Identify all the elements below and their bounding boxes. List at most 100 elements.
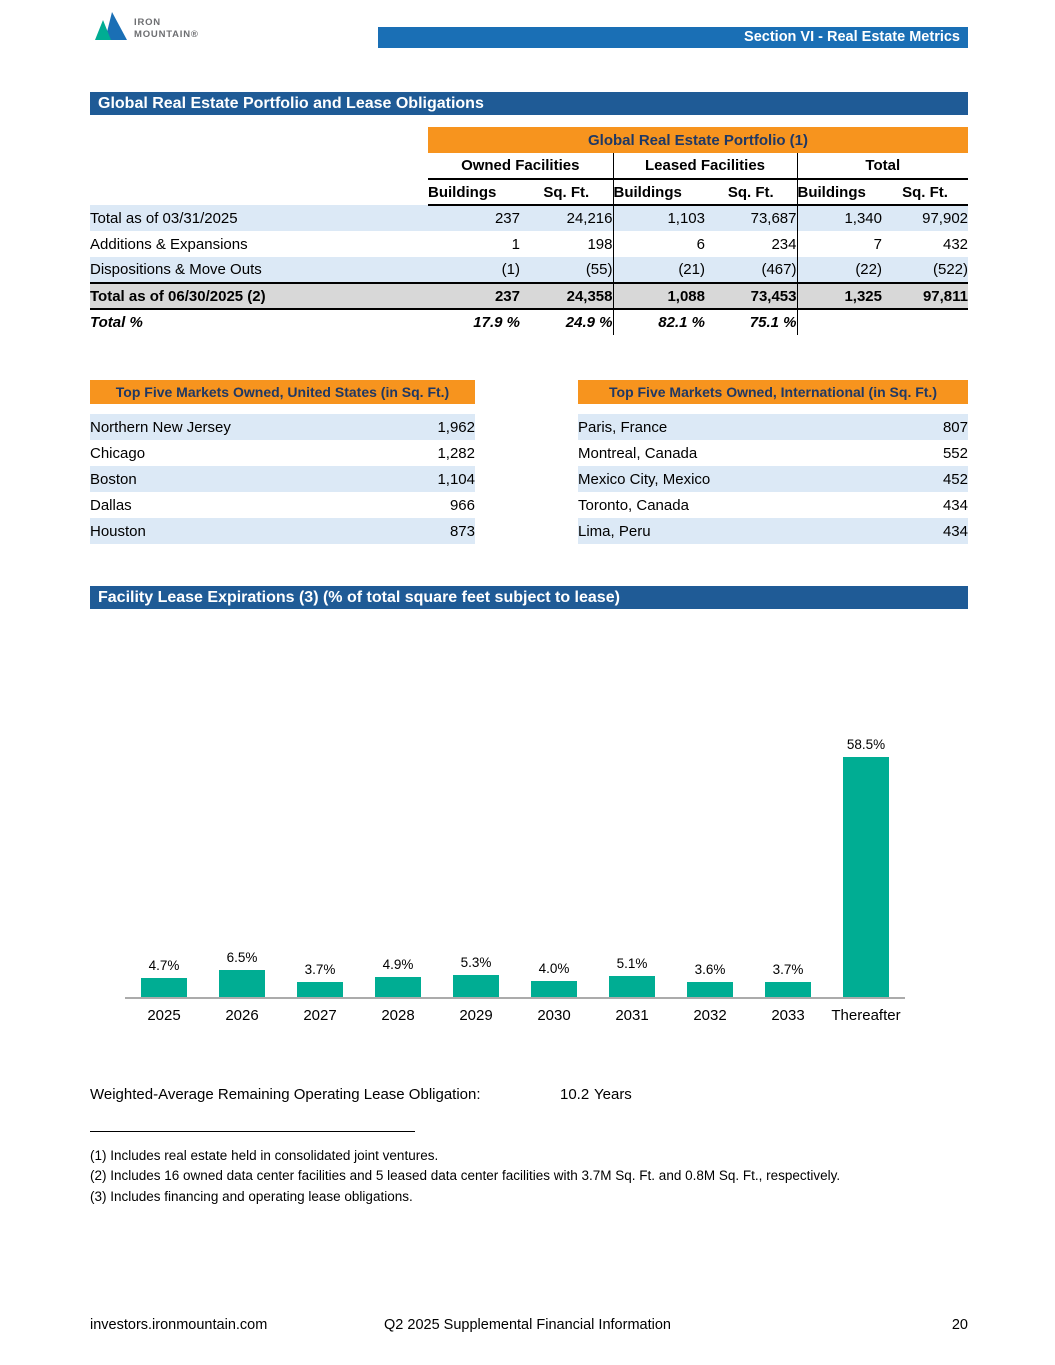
list-item: Dallas 966 xyxy=(90,492,475,518)
bar-value-label: 5.3% xyxy=(460,955,492,970)
cell-leased-sqft: 73,687 xyxy=(705,205,798,231)
table-row-total: Total as of 06/30/2025 (2) 237 24,358 1,… xyxy=(90,282,969,310)
cell-leased-buildings: 1,088 xyxy=(613,282,705,310)
cell-total-buildings: 7 xyxy=(873,235,882,253)
bar-value-label: 4.7% xyxy=(148,958,180,973)
top-markets-section: Top Five Markets Owned, United States (i… xyxy=(90,380,968,544)
bar-group: 4.9% xyxy=(359,957,437,997)
market-intl-header: Top Five Markets Owned, International (i… xyxy=(578,380,968,404)
x-axis-category: 2033 xyxy=(771,1007,805,1024)
subheader-buildings: Buildings xyxy=(428,179,520,206)
bar xyxy=(765,982,811,997)
market-name: Toronto, Canada xyxy=(578,496,689,514)
list-item: Paris, France 807 xyxy=(578,414,968,440)
market-value: 552 xyxy=(942,444,968,462)
subheader-sqft: Sq. Ft. xyxy=(520,179,614,206)
bar-value-label: 3.7% xyxy=(772,962,804,977)
cell-owned-buildings: 237 xyxy=(428,282,520,310)
cell-leased-buildings: 1,103 xyxy=(613,205,705,231)
footnote-1: (1) Includes real estate held in consoli… xyxy=(90,1148,439,1163)
weighted-average-label: Weighted-Average Remaining Operating Lea… xyxy=(90,1086,481,1103)
x-axis-category: 2028 xyxy=(381,1007,415,1024)
bar xyxy=(141,978,187,997)
bar xyxy=(843,757,889,997)
portfolio-section-title: Global Real Estate Portfolio and Lease O… xyxy=(90,92,968,115)
x-axis-category: 2029 xyxy=(459,1007,493,1024)
table-row-total-pct: Total % 17.9 % 24.9 % 82.1 % 75.1 % xyxy=(90,309,968,335)
market-value: 1,282 xyxy=(437,444,475,462)
bar-group: 3.7% xyxy=(749,962,827,997)
bar-group: 4.0% xyxy=(515,961,593,997)
market-name: Lima, Peru xyxy=(578,518,883,544)
bar xyxy=(453,975,499,997)
mountain-logo-icon xyxy=(95,12,127,45)
blank-cell xyxy=(90,127,428,153)
market-us-header: Top Five Markets Owned, United States (i… xyxy=(90,380,475,404)
group-owned: Owned Facilities xyxy=(428,153,614,180)
bar-group: 3.7% xyxy=(281,962,359,997)
market-name: Boston xyxy=(90,466,390,492)
lease-expiration-chart-plot: 4.7% 6.5% 3.7% 4.9% 5.3% 4.0% 5.1% 3.6% 3.7% 58.5… xyxy=(125,627,905,999)
cell-total-sqft xyxy=(882,309,968,335)
market-value: 1,104 xyxy=(390,466,475,492)
bar-group: 5.1% xyxy=(593,956,671,997)
cell-total-sqft: (522) xyxy=(882,257,969,283)
bar-group: 58.5% xyxy=(827,737,905,997)
cell-leased-sqft: 75.1 % xyxy=(705,309,798,335)
market-us-rows: Northern New Jersey 1,962 Chicago 1,282 … xyxy=(90,414,475,544)
list-item: Montreal, Canada 552 xyxy=(578,440,968,466)
market-value: 873 xyxy=(390,518,475,544)
list-item: Toronto, Canada 434 xyxy=(578,492,968,518)
bar-value-label: 4.9% xyxy=(382,957,414,972)
weighted-average-row: Weighted-Average Remaining Operating Lea… xyxy=(90,1086,968,1103)
cell-leased-sqft: 73,453 xyxy=(705,282,798,310)
weighted-average-value: 10.2 xyxy=(560,1086,590,1103)
row-label: Total as of 06/30/2025 (2) xyxy=(90,282,428,310)
group-leased: Leased Facilities xyxy=(613,153,798,180)
market-name: Montreal, Canada xyxy=(578,444,698,462)
bar xyxy=(609,976,655,997)
row-label: Additions & Expansions xyxy=(90,235,248,253)
list-item: Mexico City, Mexico 452 xyxy=(578,466,968,492)
market-value: 1,962 xyxy=(390,414,475,440)
cell-leased-buildings: 6 xyxy=(696,235,705,253)
blank-cell xyxy=(90,179,428,205)
market-value: 966 xyxy=(449,496,475,514)
x-axis-category: Thereafter xyxy=(831,1007,901,1024)
cell-total-buildings: 1,340 xyxy=(797,205,882,231)
footnote-separator xyxy=(90,1131,415,1132)
lease-expiration-chart: 4.7% 6.5% 3.7% 4.9% 5.3% 4.0% 5.1% 3.6% 3.7% 58.5… xyxy=(90,627,968,1024)
group-header-row: Owned Facilities Leased Facilities Total xyxy=(90,153,969,180)
list-item: Boston 1,104 xyxy=(90,466,475,492)
x-axis-category: 2030 xyxy=(537,1007,571,1024)
cell-owned-buildings: (1) xyxy=(428,257,520,283)
cell-total-buildings xyxy=(797,309,882,335)
list-item: Northern New Jersey 1,962 xyxy=(90,414,475,440)
bar-value-label: 4.0% xyxy=(538,961,570,976)
blank-cell xyxy=(90,153,428,179)
lease-expirations-section-title: Facility Lease Expirations (3) (% of tot… xyxy=(90,586,968,609)
cell-owned-sqft: 24,216 xyxy=(520,205,614,231)
cell-total-sqft: 97,902 xyxy=(882,205,969,231)
footnote-3: (3) Includes financing and operating lea… xyxy=(90,1188,413,1204)
cell-leased-buildings: (21) xyxy=(613,257,705,283)
market-name: Dallas xyxy=(90,496,132,514)
cell-owned-buildings: 1 xyxy=(511,235,520,253)
footnote-2: (2) Includes 16 owned data center facili… xyxy=(90,1168,841,1184)
bar xyxy=(375,977,421,997)
logo-wordmark: IRON MOUNTAIN® xyxy=(134,17,199,41)
market-name: Paris, France xyxy=(578,414,883,440)
cell-owned-sqft: 24.9 % xyxy=(520,309,614,335)
cell-total-sqft: 97,811 xyxy=(882,282,969,310)
market-name: Northern New Jersey xyxy=(90,414,390,440)
cell-leased-sqft: (467) xyxy=(705,257,798,283)
cell-owned-buildings: 237 xyxy=(428,205,520,231)
market-name: Mexico City, Mexico xyxy=(578,466,883,492)
row-label: Dispositions & Move Outs xyxy=(90,257,428,283)
list-item: Chicago 1,282 xyxy=(90,440,475,466)
group-total: Total xyxy=(797,153,969,180)
portfolio-header-row: Global Real Estate Portfolio (1) xyxy=(90,127,969,153)
footnotes: (1) Includes real estate held in consoli… xyxy=(90,1146,968,1207)
market-value: 434 xyxy=(942,496,968,514)
section-banner: Section VI - Real Estate Metrics xyxy=(378,27,968,48)
